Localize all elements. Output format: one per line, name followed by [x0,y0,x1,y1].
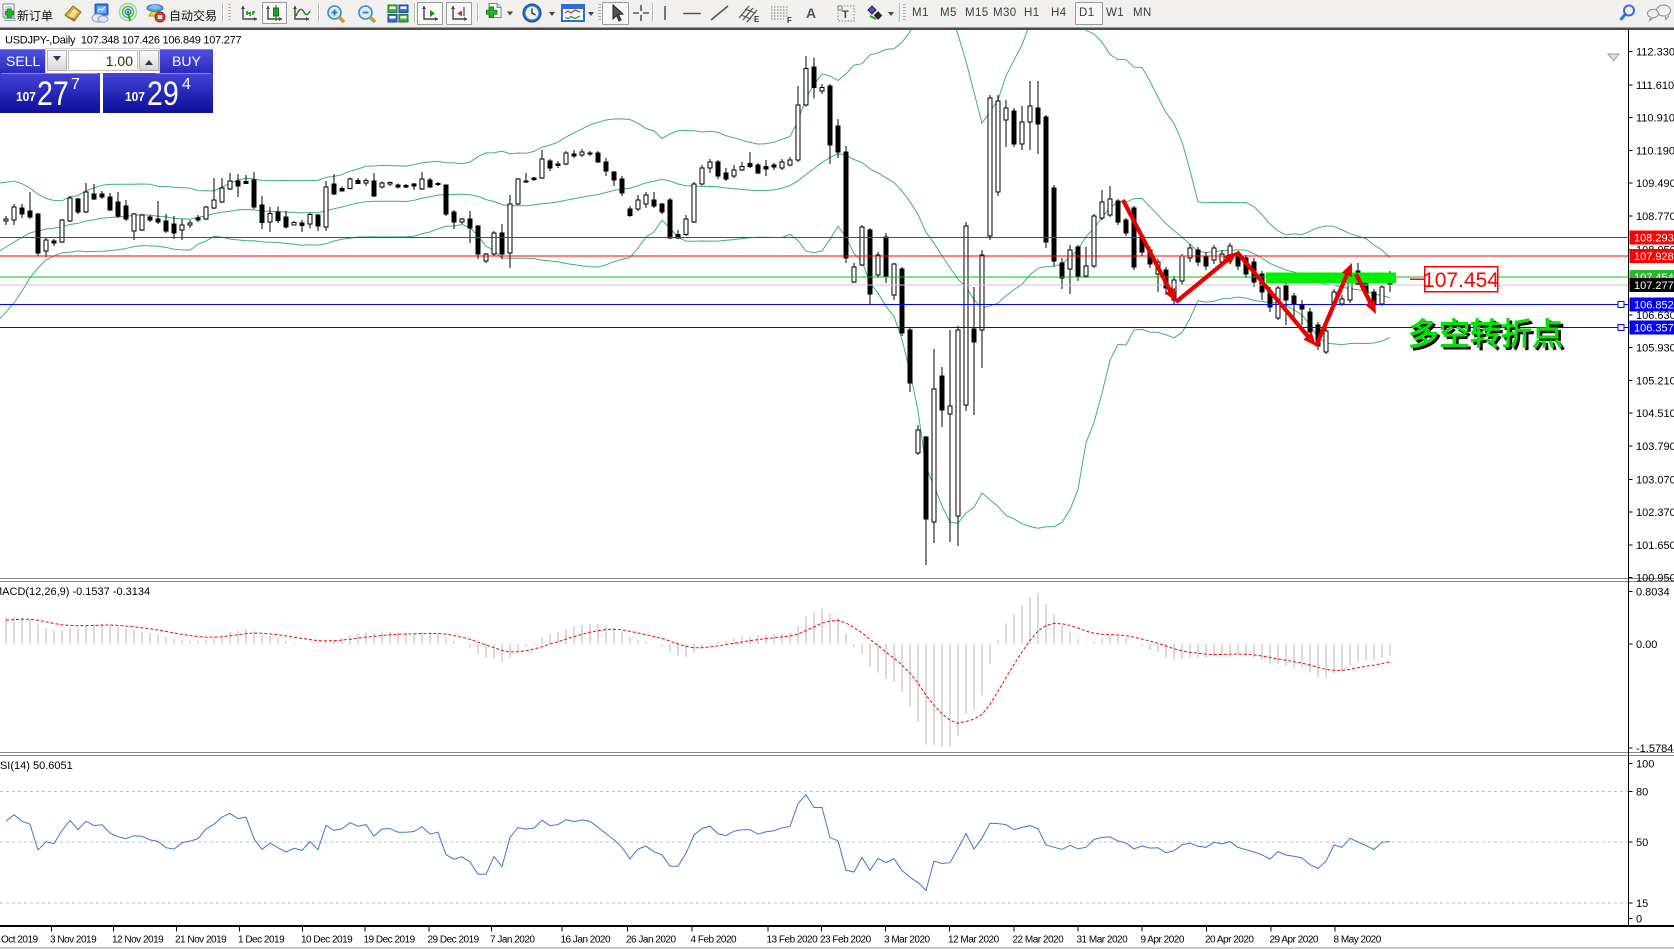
svg-text:多空转折点: 多空转折点 [1411,320,1566,355]
svg-text:9 Apr 2020: 9 Apr 2020 [1141,935,1185,946]
svg-text:29 Dec 2019: 29 Dec 2019 [428,935,480,946]
svg-text:Oct 2019: Oct 2019 [1,935,39,946]
svg-text:103.070: 103.070 [1636,475,1674,487]
svg-text:107.928: 107.928 [1634,251,1674,263]
svg-text:108.770: 108.770 [1636,211,1674,223]
svg-text:16 Jan 2020: 16 Jan 2020 [561,935,611,946]
svg-text:多空转折点: 多空转折点 [1408,317,1563,352]
svg-text:108.293: 108.293 [1634,233,1674,245]
svg-text:12 Nov 2019: 12 Nov 2019 [112,935,164,946]
svg-text:23 Feb 2020: 23 Feb 2020 [820,935,872,946]
svg-text:105.210: 105.210 [1636,376,1674,388]
svg-text:109.490: 109.490 [1636,178,1674,190]
svg-text:100.950: 100.950 [1636,573,1674,585]
svg-text:7 Jan 2020: 7 Jan 2020 [490,935,535,946]
svg-text:103.790: 103.790 [1636,441,1674,453]
svg-text:106.357: 106.357 [1634,323,1674,335]
svg-text:RSI(14) 50.6051: RSI(14) 50.6051 [0,760,73,772]
svg-text:20 Apr 2020: 20 Apr 2020 [1205,935,1254,946]
svg-text:111.610: 111.610 [1636,80,1674,92]
svg-text:107.454: 107.454 [1423,269,1499,292]
svg-text:112.330: 112.330 [1636,47,1674,59]
svg-text:15: 15 [1636,898,1648,910]
svg-text:3 Mar 2020: 3 Mar 2020 [884,935,931,946]
svg-text:1 Dec 2019: 1 Dec 2019 [238,935,285,946]
svg-text:102.370: 102.370 [1636,507,1674,519]
svg-text:10 Dec 2019: 10 Dec 2019 [301,935,353,946]
svg-text:26 Jan 2020: 26 Jan 2020 [626,935,676,946]
svg-text:106.852: 106.852 [1634,300,1674,312]
svg-text:101.650: 101.650 [1636,540,1674,552]
svg-text:107.277: 107.277 [1634,280,1674,292]
svg-text:104.510: 104.510 [1636,408,1674,420]
svg-text:F: F [787,16,792,24]
svg-text:0.8034: 0.8034 [1636,586,1670,598]
svg-text:8 May 2020: 8 May 2020 [1334,935,1382,946]
svg-text:0.00: 0.00 [1636,639,1657,651]
svg-text:106.630: 106.630 [1636,310,1674,322]
svg-text:105.930: 105.930 [1636,342,1674,354]
svg-text:110.910: 110.910 [1636,112,1674,124]
svg-text:50: 50 [1636,837,1648,849]
svg-text:31 Mar 2020: 31 Mar 2020 [1077,935,1129,946]
svg-text:0: 0 [1636,914,1642,926]
svg-text:USDJPY-,Daily 107.348 107.426: USDJPY-,Daily 107.348 107.426 106.849 10… [5,35,242,47]
svg-text:3 Nov 2019: 3 Nov 2019 [50,935,97,946]
svg-text:12 Mar 2020: 12 Mar 2020 [948,935,1000,946]
svg-text:4 Feb 2020: 4 Feb 2020 [691,935,738,946]
svg-text:E: E [754,15,760,24]
svg-text:100: 100 [1636,759,1654,771]
svg-text:21 Nov 2019: 21 Nov 2019 [175,935,227,946]
svg-text:110.190: 110.190 [1636,146,1674,158]
svg-text:T: T [842,9,849,21]
svg-text:29 Apr 2020: 29 Apr 2020 [1270,935,1319,946]
svg-text:19 Dec 2019: 19 Dec 2019 [364,935,416,946]
svg-text:22 Mar 2020: 22 Mar 2020 [1013,935,1065,946]
svg-text:MACD(12,26,9) -0.1537 -0.3134: MACD(12,26,9) -0.1537 -0.3134 [0,586,150,598]
svg-text:80: 80 [1636,786,1648,798]
svg-text:-1.5784: -1.5784 [1636,743,1673,755]
svg-text:13 Feb 2020: 13 Feb 2020 [767,935,819,946]
